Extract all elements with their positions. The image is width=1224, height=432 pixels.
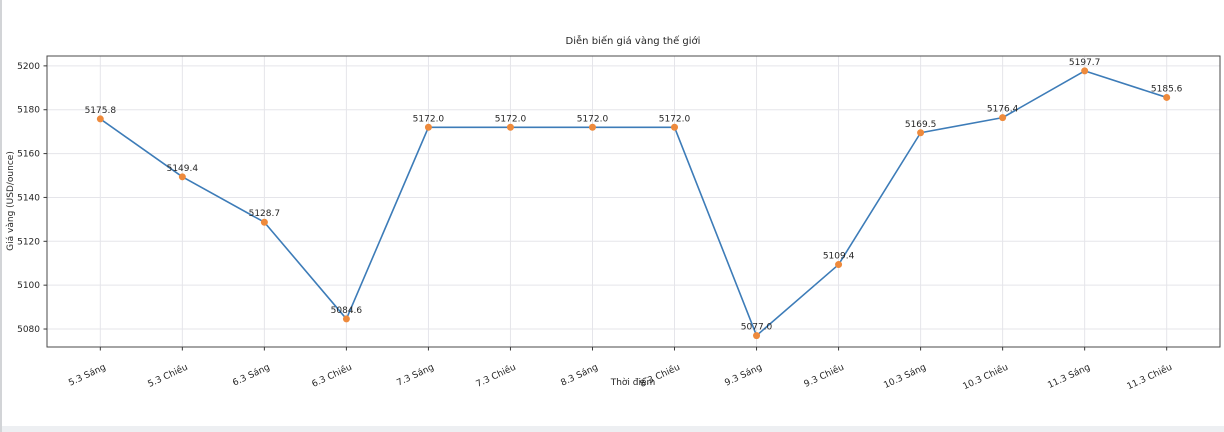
x-tick-label: 9.3 Sáng <box>723 363 763 389</box>
data-point-marker[interactable] <box>424 123 432 131</box>
data-point-marker[interactable] <box>506 123 514 131</box>
data-point-marker[interactable] <box>671 123 679 131</box>
data-point-marker[interactable] <box>96 115 104 123</box>
data-point-marker[interactable] <box>1163 93 1171 101</box>
data-point-marker[interactable] <box>753 332 761 340</box>
data-point-label: 5172.0 <box>577 114 609 124</box>
data-point-label: 5176.4 <box>987 105 1019 115</box>
x-tick-label: 6.3 Chiều <box>310 362 354 390</box>
x-tick-label: 10.3 Sáng <box>882 363 928 391</box>
y-tick-label: 5100 <box>17 281 40 291</box>
data-point-marker[interactable] <box>999 114 1007 122</box>
y-tick-label: 5160 <box>17 150 40 160</box>
data-point-marker[interactable] <box>588 123 596 131</box>
y-tick-label: 5080 <box>17 325 40 335</box>
y-axis-label: Giá vàng (USD/ounce) <box>6 151 16 251</box>
x-tick-label: 11.3 Chiều <box>1125 362 1174 393</box>
data-point-label: 5077.0 <box>741 323 773 333</box>
chart-title: Diễn biến giá vàng thế giới <box>565 36 701 47</box>
x-tick-label: 9.3 Chiều <box>802 362 846 390</box>
data-point-marker[interactable] <box>178 173 186 181</box>
x-tick-label: 5.3 Sáng <box>67 363 107 389</box>
data-point-marker[interactable] <box>917 129 925 137</box>
data-point-label: 5169.5 <box>905 120 937 130</box>
data-point-marker[interactable] <box>260 218 268 226</box>
data-point-label: 5172.0 <box>413 114 445 124</box>
data-point-label: 5185.6 <box>1151 84 1183 94</box>
data-point-label: 5175.8 <box>85 106 117 116</box>
x-axis-label: Thời điểm <box>610 378 656 388</box>
data-point-label: 5172.0 <box>659 114 691 124</box>
y-tick-label: 5180 <box>17 106 40 116</box>
data-point-label: 5109.4 <box>823 252 855 262</box>
scrollbar-track[interactable] <box>2 426 1224 432</box>
data-point-label: 5084.6 <box>331 306 363 316</box>
data-point-label: 5172.0 <box>495 114 527 124</box>
x-tick-label: 11.3 Sáng <box>1046 363 1092 391</box>
x-tick-label: 5.3 Chiều <box>146 362 190 390</box>
data-point-marker[interactable] <box>342 315 350 323</box>
data-point-marker[interactable] <box>1081 67 1089 75</box>
x-tick-label: 7.3 Sáng <box>395 363 435 389</box>
x-tick-label: 6.3 Sáng <box>231 363 271 389</box>
window-left-border <box>0 0 2 432</box>
data-point-marker[interactable] <box>835 261 843 269</box>
data-point-label: 5149.4 <box>167 164 199 174</box>
plot-border <box>46 55 1221 348</box>
x-tick-label: 7.3 Chiều <box>474 362 518 390</box>
data-point-label: 5128.7 <box>249 209 281 219</box>
data-point-label: 5197.7 <box>1069 58 1101 68</box>
y-tick-label: 5120 <box>17 237 40 247</box>
x-tick-label: 8.3 Sáng <box>559 363 599 389</box>
y-tick-label: 5200 <box>17 62 40 72</box>
price-line <box>99 70 1167 337</box>
x-tick-label: 10.3 Chiều <box>961 362 1010 393</box>
y-tick-label: 5140 <box>17 193 40 203</box>
